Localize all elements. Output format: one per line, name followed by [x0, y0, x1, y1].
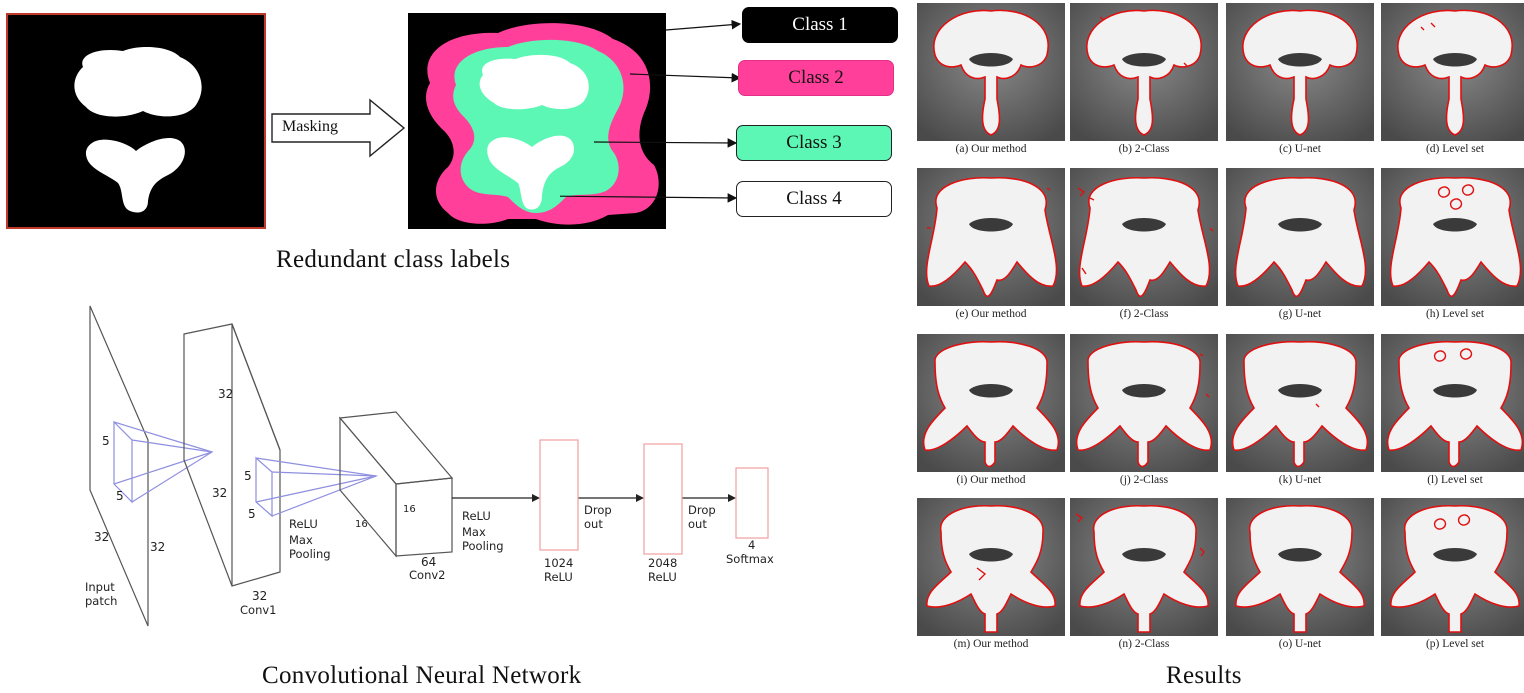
binary-mask-image — [6, 13, 266, 229]
class-4-box: Class 4 — [736, 181, 892, 217]
class-regions — [426, 23, 659, 225]
result-panel — [1381, 168, 1524, 306]
fc2-activation: ReLU — [648, 570, 677, 584]
results-title: Results — [1166, 662, 1242, 689]
ct-slice-image — [1381, 3, 1524, 141]
input-height: 32 — [150, 540, 166, 554]
result-panel — [1226, 334, 1374, 472]
conv2-pooling: Max Pooling — [462, 525, 504, 553]
result-panel — [1226, 498, 1374, 636]
result-panel — [1070, 168, 1218, 306]
result-panel — [1070, 498, 1218, 636]
masking-arrow: Masking — [270, 98, 408, 158]
output-units: 4 — [748, 538, 756, 552]
ct-slice-image — [1226, 334, 1374, 472]
ct-slice-image — [917, 3, 1065, 141]
conv1-depth: 32 — [252, 589, 268, 603]
kernel-2-size-a: 5 — [244, 469, 252, 483]
conv2-activation: ReLU — [462, 509, 491, 523]
kernel-1-size-a: 5 — [102, 434, 110, 448]
input-width: 32 — [94, 530, 110, 544]
output-activation: Softmax — [726, 552, 774, 566]
ct-slice-image — [1070, 334, 1218, 472]
kernel-1-size-b: 5 — [116, 489, 124, 503]
fc-2048 — [643, 443, 683, 555]
fc-1024 — [539, 439, 579, 551]
ct-slice-image — [1381, 498, 1524, 636]
class-3-label: Class 3 — [786, 132, 842, 153]
fc1-units: 1024 — [544, 556, 574, 570]
dropout-1: Drop out — [584, 503, 612, 531]
input-patch-plane — [89, 305, 149, 627]
ct-slice-image — [1381, 334, 1524, 472]
class-label-mask-image — [408, 13, 666, 229]
result-caption: (c) U-net — [1279, 143, 1321, 155]
result-caption: (i) Our method — [956, 474, 1026, 486]
ct-slice-image — [1226, 168, 1374, 306]
conv1-pooling: Max Pooling — [289, 533, 331, 561]
result-panel — [917, 3, 1065, 141]
result-panel — [917, 168, 1065, 306]
redundant-class-labels-title: Redundant class labels — [276, 246, 511, 273]
conv1-size: 32 — [218, 387, 234, 401]
ct-slice-image — [1070, 168, 1218, 306]
fc1-activation: ReLU — [544, 570, 573, 584]
conv1-size-side: 32 — [212, 486, 228, 500]
input-patch-label: Input patch — [85, 580, 118, 608]
result-caption: (n) 2-Class — [1118, 638, 1170, 650]
class-2-box: Class 2 — [738, 60, 894, 96]
dropout-2: Drop out — [688, 503, 716, 531]
class-1-box: Class 1 — [742, 7, 898, 43]
result-panel — [1381, 3, 1524, 141]
class-2-label: Class 2 — [788, 67, 844, 88]
class-1-label: Class 1 — [792, 14, 848, 35]
cnn-title: Convolutional Neural Network — [262, 662, 582, 689]
result-caption: (h) Level set — [1425, 308, 1485, 320]
kernel-2-size-b: 5 — [248, 507, 256, 521]
ct-slice-image — [1381, 168, 1524, 306]
result-panel — [917, 334, 1065, 472]
conv2-name: Conv2 — [409, 568, 446, 582]
masking-arrow-label: Masking — [282, 118, 338, 135]
ct-slice-image — [1226, 498, 1374, 636]
result-caption: (b) 2-Class — [1118, 143, 1170, 155]
result-caption: (k) U-net — [1278, 474, 1322, 486]
result-caption: (j) 2-Class — [1119, 474, 1169, 486]
result-caption: (f) 2-Class — [1119, 308, 1169, 320]
conv2-size-side: 16 — [355, 519, 368, 530]
vertebra-mask-shape — [74, 47, 202, 213]
cnn-diagram — [89, 305, 769, 627]
result-panel — [1381, 498, 1524, 636]
ct-slice-image — [917, 334, 1065, 472]
result-caption: (l) Level set — [1427, 474, 1483, 486]
class-4-label: Class 4 — [786, 188, 842, 209]
conv2-size: 16 — [403, 504, 416, 515]
conv2-depth: 64 — [421, 555, 437, 569]
class-3-box: Class 3 — [736, 125, 892, 161]
result-caption: (a) Our method — [955, 143, 1027, 155]
fc2-units: 2048 — [648, 556, 678, 570]
conv1-name: Conv1 — [240, 603, 277, 617]
ct-slice-image — [1070, 3, 1218, 141]
class-pointer-lines — [560, 19, 742, 203]
result-panel — [1226, 3, 1374, 141]
conv1-activation: ReLU — [289, 517, 318, 531]
result-panel — [1381, 334, 1524, 472]
result-panel — [1226, 168, 1374, 306]
kernel-2 — [255, 456, 273, 518]
result-caption: (p) Level set — [1425, 638, 1485, 650]
result-caption: (m) Our method — [953, 638, 1029, 650]
ct-slice-image — [917, 498, 1065, 636]
result-panel — [917, 498, 1065, 636]
ct-slice-image — [1226, 3, 1374, 141]
result-caption: (g) U-net — [1278, 308, 1322, 320]
result-panel — [1070, 334, 1218, 472]
result-panel — [1070, 3, 1218, 141]
result-caption: (d) Level set — [1425, 143, 1485, 155]
softmax-4 — [735, 467, 769, 539]
result-caption: (e) Our method — [955, 308, 1027, 320]
ct-slice-image — [1070, 498, 1218, 636]
ct-slice-image — [917, 168, 1065, 306]
result-caption: (o) U-net — [1278, 638, 1322, 650]
